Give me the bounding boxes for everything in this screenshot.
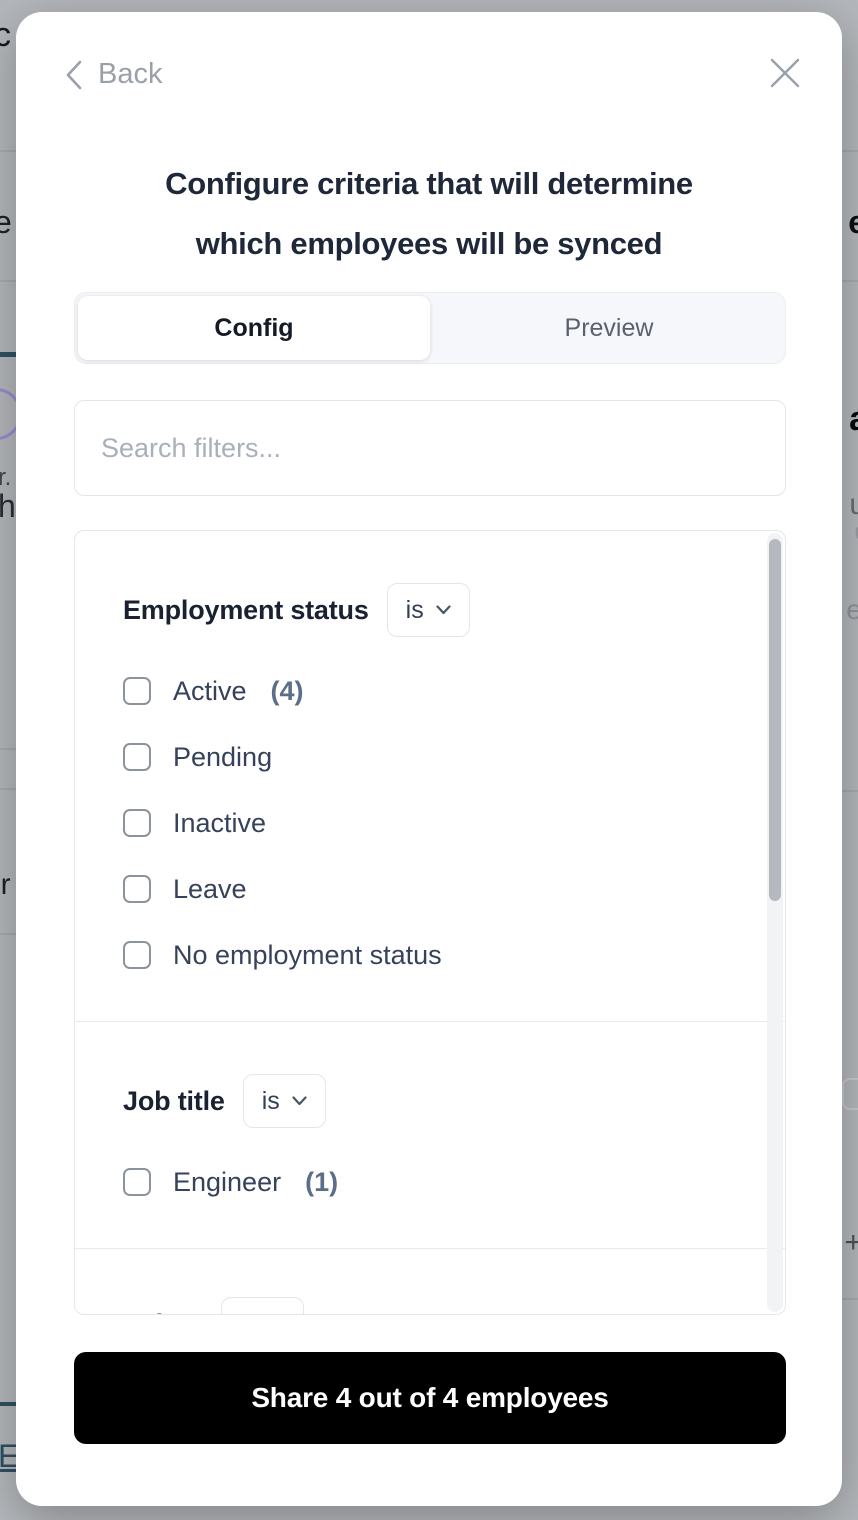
background-text-fragment: e: [0, 204, 12, 240]
operator-dropdown[interactable]: is: [386, 583, 470, 637]
share-button[interactable]: Share 4 out of 4 employees: [74, 1352, 786, 1444]
background-box-corner: [842, 1078, 858, 1110]
search-filters-input[interactable]: [74, 400, 786, 496]
operator-label: is: [405, 595, 424, 624]
option-label: Engineer: [173, 1166, 282, 1197]
background-text-fragment: u: [849, 488, 858, 521]
filter-option-row: Active (4): [123, 671, 725, 711]
operator-label: is: [240, 1310, 258, 1315]
option-label: No employment status: [173, 939, 442, 970]
background-text-fragment: er: [0, 868, 11, 901]
filter-sections: Employment status is Active (4) Pending Inact…: [75, 531, 785, 1315]
modal-title-line1: Configure criteria that will determine: [165, 166, 693, 201]
option-count: (4): [270, 675, 304, 706]
close-icon: [770, 58, 800, 88]
background-divider: [841, 280, 858, 282]
background-text-fragment: a: [849, 402, 858, 436]
background-divider: [0, 933, 17, 935]
filter-name: Salary: [123, 1309, 203, 1315]
modal-title-line2: which employees will be synced: [195, 226, 663, 261]
filter-list-panel: Employment status is Active (4) Pending Inact…: [74, 530, 786, 1315]
background-divider: [0, 150, 17, 152]
background-text-fragment: el: [846, 594, 858, 625]
background-accent-line: [0, 1402, 17, 1406]
background-text-fragment: +: [844, 1226, 858, 1259]
back-label: Back: [98, 58, 163, 90]
background-divider: [841, 150, 858, 152]
operator-dropdown[interactable]: is: [220, 1297, 304, 1315]
option-label: Leave: [173, 873, 247, 904]
background-text-fragment: h: [0, 488, 16, 524]
config-preview-tabs: Config Preview: [74, 292, 786, 364]
background-divider: [0, 788, 17, 790]
background-text-fragment: c: [0, 16, 11, 54]
filter-option-row: Inactive: [123, 803, 725, 843]
modal-title: Configure criteria that will determine w…: [109, 154, 749, 274]
operator-label: is: [261, 1086, 280, 1115]
chevron-left-icon: [66, 60, 82, 89]
tab-config[interactable]: Config: [78, 296, 430, 360]
option-checkbox[interactable]: [123, 677, 151, 705]
option-checkbox[interactable]: [123, 743, 151, 771]
chevron-down-icon: [292, 1096, 307, 1106]
option-label: Inactive: [173, 807, 267, 838]
option-checkbox[interactable]: [123, 1168, 151, 1196]
option-label: Active: [173, 675, 247, 706]
background-text-fragment: e: [848, 204, 858, 240]
close-button[interactable]: [764, 52, 806, 94]
option-count: (1): [305, 1166, 339, 1197]
scrollbar-track[interactable]: [767, 533, 783, 1312]
option-label: Pending: [173, 741, 273, 772]
filter-section: Salary is: [75, 1248, 785, 1315]
option-checkbox[interactable]: [123, 875, 151, 903]
back-button[interactable]: Back: [58, 52, 168, 97]
operator-dropdown[interactable]: is: [242, 1074, 326, 1128]
background-accent-bar: [0, 352, 17, 357]
filter-name: Job title: [123, 1085, 225, 1116]
filter-option-row: Leave: [123, 869, 725, 909]
chevron-down-icon: [436, 605, 451, 615]
sync-criteria-modal: Back Configure criteria that will determ…: [16, 12, 842, 1506]
filter-section: Employment status is Active (4) Pending Inact…: [75, 531, 785, 1021]
filter-name: Employment status: [123, 594, 369, 625]
filter-section: Job title is Engineer (1): [75, 1021, 785, 1248]
filter-option-row: Pending: [123, 737, 725, 777]
filter-option-row: No employment status: [123, 935, 725, 975]
filter-option-row: Engineer (1): [123, 1162, 725, 1202]
background-text-fragment: r.: [0, 464, 12, 491]
background-divider: [841, 1298, 858, 1300]
background-text-fragment: e: [854, 517, 858, 545]
option-checkbox[interactable]: [123, 809, 151, 837]
background-text-fragment: E: [0, 1438, 20, 1474]
background-divider: [0, 748, 17, 750]
background-divider: [841, 790, 858, 792]
scrollbar-thumb[interactable]: [769, 539, 781, 901]
tab-preview[interactable]: Preview: [433, 293, 785, 363]
option-checkbox[interactable]: [123, 941, 151, 969]
background-divider: [0, 280, 17, 282]
